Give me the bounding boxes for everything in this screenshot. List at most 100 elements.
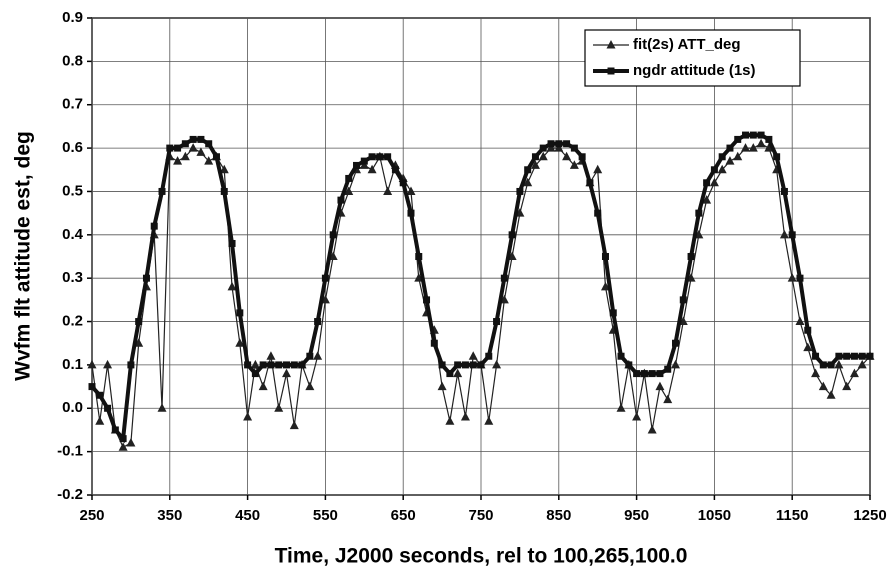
triangle-marker bbox=[857, 359, 867, 369]
triangle-marker bbox=[709, 177, 719, 187]
square-marker bbox=[788, 231, 796, 239]
y-tick-label: 0.8 bbox=[62, 52, 83, 69]
square-marker bbox=[228, 239, 236, 247]
triangle-marker bbox=[787, 273, 797, 282]
square-marker bbox=[640, 370, 648, 378]
square-marker bbox=[672, 339, 679, 347]
square-marker bbox=[742, 131, 750, 139]
square-marker bbox=[687, 253, 695, 260]
triangle-marker bbox=[406, 186, 416, 195]
triangle-marker bbox=[173, 156, 183, 165]
square-marker bbox=[259, 361, 267, 369]
triangle-marker bbox=[274, 403, 284, 412]
y-tick-label: 0.2 bbox=[62, 313, 83, 330]
square-marker bbox=[578, 153, 586, 161]
triangle-marker bbox=[748, 143, 758, 152]
square-marker bbox=[601, 253, 609, 260]
triangle-marker bbox=[258, 381, 268, 391]
triangle-marker bbox=[282, 368, 291, 378]
square-marker bbox=[337, 196, 345, 204]
square-marker bbox=[376, 153, 384, 161]
square-marker bbox=[485, 352, 493, 360]
square-marker bbox=[391, 166, 399, 174]
square-marker bbox=[539, 144, 547, 152]
square-marker bbox=[516, 187, 524, 195]
x-tick-label: 650 bbox=[391, 507, 416, 524]
square-marker bbox=[555, 140, 563, 148]
square-marker bbox=[275, 361, 283, 369]
triangle-marker bbox=[344, 186, 354, 195]
triangle-marker bbox=[779, 229, 789, 239]
square-marker bbox=[111, 426, 119, 434]
square-marker bbox=[477, 361, 485, 369]
triangle-marker bbox=[453, 368, 463, 378]
triangle-marker bbox=[702, 195, 712, 204]
square-marker bbox=[454, 361, 462, 369]
x-tick-label: 850 bbox=[546, 507, 571, 524]
triangle-marker bbox=[313, 351, 323, 360]
triangle-marker bbox=[606, 40, 616, 49]
y-tick-label: -0.1 bbox=[57, 443, 83, 460]
square-marker bbox=[306, 352, 314, 360]
square-marker bbox=[726, 144, 734, 152]
square-marker bbox=[531, 153, 539, 161]
square-marker bbox=[283, 361, 290, 369]
triangle-marker bbox=[655, 381, 665, 391]
legend-label: fit(2s) ATT_deg bbox=[633, 36, 741, 53]
square-marker bbox=[399, 179, 407, 187]
triangle-marker bbox=[235, 338, 245, 347]
triangle-marker bbox=[87, 359, 97, 369]
triangle-marker bbox=[289, 420, 299, 430]
triangle-marker bbox=[250, 359, 260, 369]
square-marker bbox=[734, 135, 742, 143]
square-marker bbox=[88, 383, 96, 391]
x-tick-label: 950 bbox=[624, 507, 649, 524]
triangle-marker bbox=[492, 359, 502, 369]
triangle-marker bbox=[538, 151, 548, 161]
triangle-marker bbox=[157, 403, 167, 412]
square-marker bbox=[446, 370, 454, 378]
triangle-marker bbox=[484, 416, 494, 425]
y-tick-label: -0.2 bbox=[57, 486, 83, 503]
square-marker bbox=[438, 361, 446, 369]
square-marker bbox=[360, 157, 368, 165]
square-marker bbox=[469, 361, 477, 369]
x-tick-label: 250 bbox=[79, 507, 104, 524]
square-marker bbox=[461, 361, 469, 369]
square-marker bbox=[850, 352, 858, 360]
triangle-marker bbox=[842, 381, 852, 391]
triangle-marker bbox=[826, 390, 836, 399]
triangle-marker bbox=[756, 138, 766, 148]
triangle-marker bbox=[795, 316, 805, 326]
square-marker bbox=[353, 161, 361, 169]
triangle-marker bbox=[126, 437, 136, 447]
y-tick-label: 0.0 bbox=[62, 399, 83, 416]
square-marker bbox=[119, 435, 127, 443]
square-marker bbox=[142, 274, 150, 282]
square-marker bbox=[329, 231, 337, 239]
square-marker bbox=[368, 153, 376, 161]
square-marker bbox=[819, 361, 827, 369]
x-tick-label: 1150 bbox=[776, 507, 809, 524]
square-marker bbox=[244, 361, 252, 369]
square-marker bbox=[827, 361, 835, 369]
triangle-marker bbox=[600, 281, 610, 291]
triangle-marker bbox=[367, 164, 377, 174]
triangle-marker bbox=[383, 186, 393, 195]
square-marker bbox=[594, 209, 602, 217]
triangle-marker bbox=[725, 156, 735, 165]
square-marker bbox=[267, 361, 275, 369]
triangle-marker bbox=[95, 416, 105, 425]
square-marker bbox=[236, 309, 244, 317]
square-marker bbox=[212, 153, 220, 161]
square-marker bbox=[205, 140, 213, 148]
square-marker bbox=[166, 144, 174, 152]
square-marker bbox=[251, 370, 259, 378]
square-marker bbox=[508, 231, 516, 239]
x-tick-label: 1050 bbox=[698, 507, 731, 524]
triangle-marker bbox=[204, 156, 214, 165]
square-marker bbox=[648, 370, 656, 378]
triangle-marker bbox=[196, 147, 206, 156]
y-tick-label: 0.9 bbox=[62, 9, 83, 26]
triangle-marker bbox=[733, 151, 743, 161]
